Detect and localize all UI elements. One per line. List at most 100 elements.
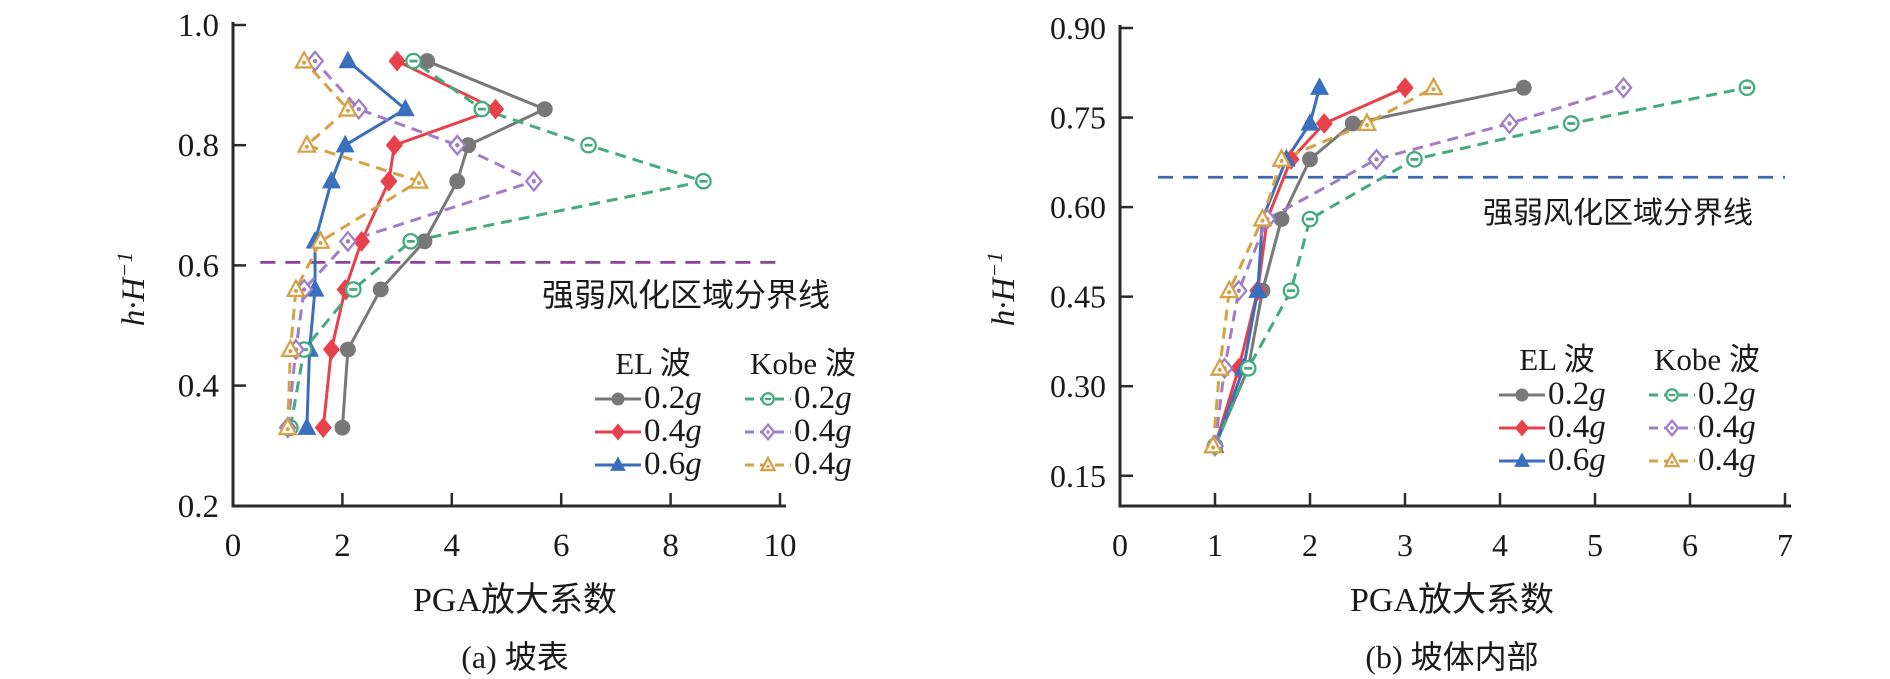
marker-a-el-02 (419, 53, 436, 70)
x-tick-label: 2 (1302, 527, 1318, 563)
series-line-b-kobe-06 (1211, 86, 1435, 447)
marker-dot (584, 143, 593, 147)
y-tick-label: 0.60 (1050, 189, 1106, 225)
y-tick-label: 0.90 (1050, 10, 1106, 46)
y-tick-label: 0.15 (1050, 458, 1106, 494)
marker-a-kobe-06 (296, 133, 317, 153)
marker-dot (416, 180, 422, 185)
marker-dot (1410, 157, 1419, 161)
series-line-b-kobe-04 (1213, 86, 1624, 447)
marker-b-kobe-06 (1423, 76, 1444, 96)
marker-a-el-04 (380, 170, 398, 192)
panel-b: 0 1 2 3 4 5 6 7 0.15 0.30 0.45 0.60 0.75 0.90 (1050, 10, 1793, 563)
marker-b-kobe-06 (1252, 207, 1273, 227)
marker-b-el-02 (1302, 151, 1318, 168)
marker-dot (1217, 367, 1222, 372)
marker-dot (1431, 87, 1436, 92)
x-tick-label: 2 (334, 528, 351, 564)
marker-a-el-02 (416, 233, 433, 250)
x-tick-label: 7 (1777, 527, 1793, 563)
marker-dot (285, 427, 290, 432)
marker-b-kobe-06 (1219, 279, 1240, 299)
marker-dot (409, 59, 418, 63)
marker-dot (356, 106, 362, 112)
y-tick-label: 0.6 (178, 248, 219, 284)
marker-a-el-06 (395, 98, 415, 117)
marker-dot (1374, 157, 1379, 162)
marker-dot (1211, 445, 1216, 450)
marker-dot (406, 239, 415, 243)
marker-a-el-02 (334, 419, 351, 436)
marker-dot (1621, 85, 1626, 90)
marker-dot (288, 349, 293, 354)
marker-dot (304, 144, 309, 149)
y-tick-label: 0.8 (178, 128, 219, 164)
marker-dot (1227, 290, 1232, 295)
marker-dot (293, 288, 299, 294)
x-tick-label: 0 (1112, 527, 1128, 563)
x-tick-label: 6 (1682, 527, 1698, 563)
y-tick-label: 0.4 (178, 369, 219, 405)
marker-a-el-04 (385, 134, 403, 156)
marker-dot (1236, 288, 1241, 293)
marker-dot (1260, 218, 1265, 223)
marker-dot (312, 58, 318, 64)
marker-a-el-02 (536, 101, 553, 118)
marker-b-el-02 (1515, 79, 1532, 96)
marker-dot (1743, 86, 1751, 90)
marker-dot (1364, 123, 1370, 128)
marker-a-kobe-06 (293, 49, 315, 69)
marker-dot (349, 288, 358, 291)
series-line-a-el-02 (340, 59, 549, 428)
marker-dot (318, 240, 323, 246)
series-line-b-kobe-02 (1213, 86, 1748, 447)
marker-dot (1306, 217, 1314, 221)
y-tick-label: 1.0 (178, 8, 219, 44)
marker-b-kobe-06 (1271, 148, 1292, 167)
panel-a: 0 2 4 6 8 10 0.2 0.4 0.6 0.8 1.0 (178, 8, 797, 564)
marker-dot (301, 287, 307, 292)
marker-a-kobe-06 (310, 230, 331, 249)
marker-a-el-02 (372, 281, 389, 298)
x-tick-label: 5 (1587, 527, 1603, 563)
marker-b-el-06 (1300, 113, 1320, 131)
marker-a-el-04 (352, 230, 371, 252)
marker-a-el-04 (322, 339, 341, 360)
marker-dot (455, 143, 460, 148)
y-tick-label: 0.75 (1050, 100, 1106, 136)
marker-b-kobe-06 (1209, 357, 1230, 376)
x-tick-label: 10 (764, 528, 797, 564)
marker-dot (1507, 121, 1512, 126)
marker-a-el-06 (322, 170, 341, 189)
x-tick-label: 4 (444, 528, 461, 564)
x-tick-label: 3 (1397, 527, 1413, 563)
marker-a-el-06 (297, 417, 317, 435)
marker-a-kobe-06 (277, 416, 298, 436)
marker-dot (1244, 366, 1253, 370)
marker-b-el-04 (1315, 113, 1333, 134)
marker-dot (699, 179, 708, 183)
x-tick-label: 4 (1492, 527, 1508, 563)
marker-a-el-04 (486, 98, 505, 120)
marker-b-el-06 (1310, 77, 1329, 95)
marker-dot (477, 107, 486, 111)
x-tick-label: 0 (225, 528, 242, 564)
marker-b-kobe-06 (1202, 434, 1224, 454)
y-tick-label: 0.45 (1050, 279, 1106, 315)
x-tick-label: 6 (553, 528, 570, 564)
series-line-a-kobe-02 (288, 59, 710, 428)
marker-dot (345, 108, 350, 113)
marker-a-el-04 (388, 50, 406, 72)
y-tick-label: 0.2 (178, 489, 219, 525)
marker-b-el-02 (1344, 115, 1361, 132)
marker-a-el-02 (339, 341, 356, 358)
marker-b-kobe-06 (1356, 112, 1378, 132)
marker-a-el-04 (314, 417, 332, 439)
marker-dot (1287, 289, 1295, 293)
x-tick-label: 8 (662, 528, 679, 564)
x-tick-label: 1 (1207, 527, 1223, 563)
marker-a-kobe-06 (337, 97, 358, 117)
marker-dot (1279, 158, 1284, 164)
marker-a-el-02 (449, 173, 466, 190)
